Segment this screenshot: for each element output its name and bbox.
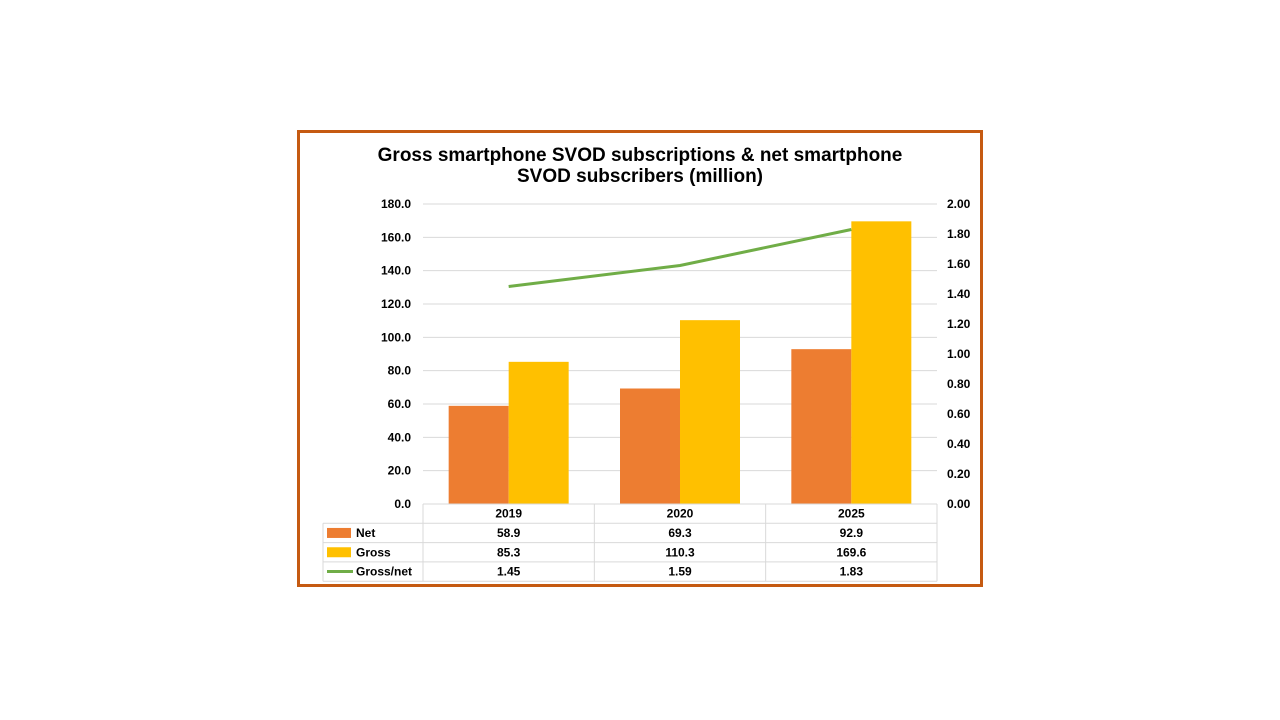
- table-value-cell: 1.45: [497, 565, 521, 579]
- table-header-cell: 2025: [838, 507, 865, 521]
- line-series-gross-net: [508, 228, 852, 288]
- table-value-cell: 92.9: [840, 526, 864, 540]
- y2-axis-tick-label: 0.80: [947, 377, 971, 391]
- table-series-label: Gross/net: [356, 565, 412, 579]
- bar-gross: [680, 320, 740, 504]
- y2-axis-tick-label: 0.20: [947, 467, 971, 481]
- y2-axis-tick-label: 1.60: [947, 257, 971, 271]
- table-series-label: Gross: [356, 545, 391, 559]
- bar-gross: [508, 361, 569, 504]
- table-value-cell: 110.3: [665, 545, 695, 559]
- y-axis-tick-label: 160.0: [381, 230, 411, 244]
- y-axis-tick-label: 180.0: [381, 197, 411, 211]
- chart-title-line1: Gross smartphone SVOD subscriptions & ne…: [377, 145, 903, 166]
- y-axis-tick-label: 40.0: [388, 430, 412, 444]
- y2-axis-tick-label: 1.40: [947, 287, 971, 301]
- chart-plot: 0.0 20.0 40.0 60.0 80.0 100.0 120.0 140.0 160.0 1…: [322, 197, 971, 582]
- legend-swatch: [327, 527, 351, 538]
- bar-net: [791, 349, 852, 504]
- y-axis-tick-label: 0.0: [394, 497, 411, 511]
- table-value-cell: 169.6: [836, 545, 866, 559]
- y2-axis-tick-label: 0.60: [947, 407, 971, 421]
- table-value-cell: 1.83: [840, 565, 864, 579]
- y2-axis-tick-label: 0.40: [947, 437, 971, 451]
- bar-net: [448, 405, 509, 504]
- y2-axis-tick-label: 1.80: [947, 227, 971, 241]
- y-axis-tick-label: 60.0: [388, 397, 412, 411]
- table-value-cell: 69.3: [668, 526, 692, 540]
- table-series-label: Net: [356, 526, 375, 540]
- chart-frame: Gross smartphone SVOD subscriptions & ne…: [297, 130, 983, 587]
- legend-swatch: [327, 547, 351, 558]
- table-value-cell: 85.3: [497, 545, 521, 559]
- chart-title: Gross smartphone SVOD subscriptions & ne…: [300, 145, 980, 187]
- table-header-cell: 2019: [495, 507, 522, 521]
- table-header-cell: 2020: [667, 507, 694, 521]
- y2-axis-tick-label: 2.00: [947, 197, 971, 211]
- y2-axis-tick-label: 0.00: [947, 497, 971, 511]
- table-value-cell: 1.59: [668, 565, 692, 579]
- bar-net: [620, 388, 680, 504]
- y-axis-tick-label: 120.0: [381, 297, 411, 311]
- y-axis-tick-label: 100.0: [381, 330, 411, 344]
- bar-gross: [851, 221, 912, 504]
- chart-title-line2: SVOD subscribers (million): [517, 166, 763, 187]
- y-axis-tick-label: 80.0: [388, 364, 412, 378]
- y-axis-tick-label: 20.0: [388, 464, 412, 478]
- y-axis-tick-label: 140.0: [381, 264, 411, 278]
- y2-axis-tick-label: 1.00: [947, 347, 971, 361]
- y2-axis-tick-label: 1.20: [947, 317, 971, 331]
- table-value-cell: 58.9: [497, 526, 521, 540]
